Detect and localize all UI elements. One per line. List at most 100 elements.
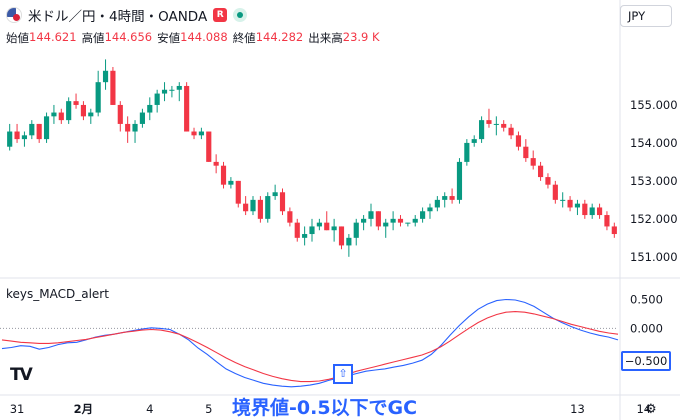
candle-body [515,135,522,147]
candle-body [80,104,87,117]
volume-label: 出来高 [308,31,343,45]
time-tick-label: 6 [271,402,278,416]
ohlc-legend: 始値 144.621 高値 144.656 安値 144.088 終値 144.282 … [6,30,385,46]
indicator-name[interactable]: keys_MACD_alert [6,287,109,301]
candle-body [589,207,595,216]
candle-body [611,226,617,235]
candle-body [73,101,79,105]
candle-body [390,218,396,223]
candle-body [272,192,278,197]
currency-button[interactable]: JPY [620,5,672,27]
candle-body [257,199,263,219]
candle-body [220,165,227,185]
candle-body [139,112,145,124]
candle-body [169,89,175,91]
candle-body [7,131,13,147]
symbol-header: 米ドル／円・4時間・OANDA R [6,4,248,26]
market-open-icon [233,8,248,22]
macd-line [1,298,619,388]
high-label: 高値 [81,31,105,45]
candle-body [552,184,558,200]
candle-body [331,226,337,231]
macd-current-label: −0.500 [621,351,671,371]
candle-body [265,196,271,219]
candle-body [228,180,234,185]
candle-body [279,192,286,212]
candle-body [368,211,374,219]
candle-body [545,177,551,185]
candle-body [102,70,109,83]
candle-body [501,123,507,128]
candle-body [479,120,485,140]
candle-body [442,196,448,200]
candle-body [184,85,190,132]
close-value: 144.282 [255,30,304,44]
candle-body [405,222,411,224]
candle-body [523,146,529,159]
volume-value: 23.9 K [342,30,380,44]
candle-body [338,226,345,246]
candle-body [493,123,499,125]
candle-body [243,203,249,212]
candle-body [567,199,573,208]
candle-body [132,123,138,132]
symbol-title[interactable]: 米ドル／円・4時間・OANDA [28,9,208,25]
candle-body [383,222,389,227]
candle-body [147,104,153,113]
candle-body [14,131,20,140]
candle-body [206,131,212,162]
macd-tick-label: 0.500 [630,292,663,306]
time-tick-label: 14 [636,402,651,416]
candle-body [508,127,514,136]
annotation-text: 境界値-0.5以下でGC [232,397,418,419]
up-arrow-icon: ⇧ [333,364,353,384]
tradingview-logo[interactable]: TV [10,365,33,385]
time-tick-label: 2月 [74,402,94,416]
candle-body [574,203,581,208]
candle-body [456,161,463,200]
candle-body [176,85,182,90]
open-value: 144.621 [29,30,77,44]
candle-body [154,93,160,105]
candle-body [537,165,544,178]
candle-body [375,211,381,227]
candle-body [95,82,101,113]
candle-body [582,203,588,216]
settings-gear-icon[interactable]: ⚙ [645,402,657,417]
candle-body [361,218,367,223]
candle-body [110,70,116,105]
time-tick-label: 5 [205,402,212,416]
price-tick-label: 155.000 [630,98,678,112]
candle-body [51,112,57,117]
candle-body [397,218,404,223]
candle-body [21,135,28,140]
candle-body [191,131,197,136]
candle-body [36,123,42,140]
candle-body [235,180,241,204]
candle-body [250,199,256,212]
candle-body [464,142,470,162]
candle-body [449,196,455,200]
candle-body [213,161,219,166]
candle-body [604,215,610,227]
signal-line [1,311,619,383]
usdjpy-flag-icon [6,7,22,23]
candle-body [324,222,330,231]
candle-body [161,89,168,94]
candle-body [434,199,440,208]
candle-body [346,237,352,246]
candle-body [125,123,131,132]
candle-body [43,116,50,140]
candle-body [58,112,64,121]
price-tick-label: 154.000 [630,136,678,150]
candle-body [353,222,359,238]
low-label: 安値 [157,31,181,45]
close-label: 終値 [232,31,256,45]
candle-body [471,139,477,143]
candle-body [420,211,426,219]
low-value: 144.088 [180,30,228,44]
candle-body [530,158,536,166]
r-badge-icon[interactable]: R [213,8,228,22]
